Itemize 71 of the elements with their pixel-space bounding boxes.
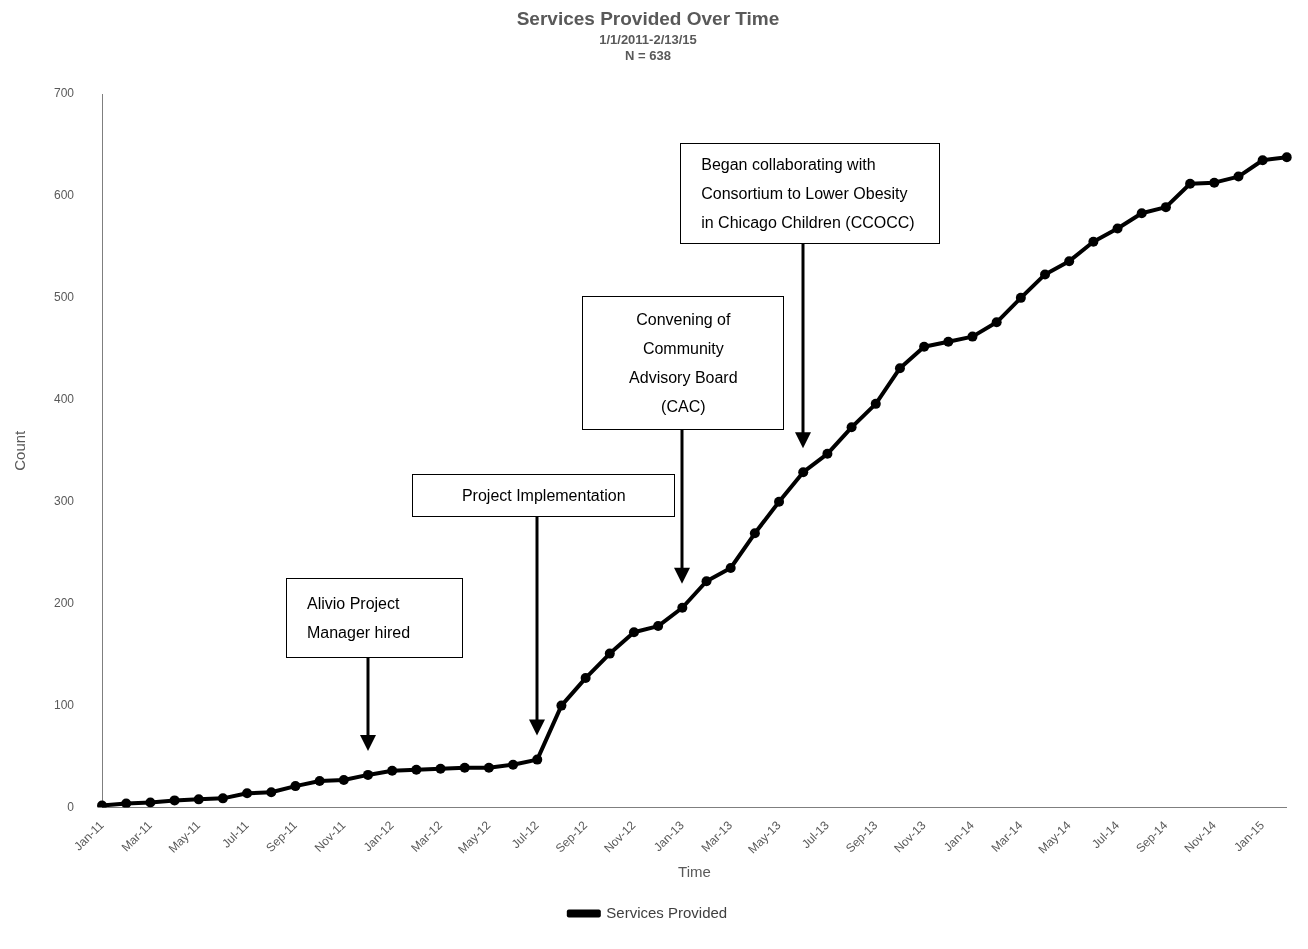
point <box>435 763 446 774</box>
point <box>1160 202 1171 213</box>
point <box>387 765 398 776</box>
legend-label: Services Provided <box>606 903 728 921</box>
point <box>1257 155 1268 166</box>
point <box>1064 256 1075 267</box>
point <box>749 528 760 539</box>
point <box>556 700 567 711</box>
point <box>532 754 543 765</box>
point <box>725 562 736 573</box>
annotation: Began collaborating with Consortium to Lower Obesity in Chicago Children (CCOCC) <box>701 156 915 231</box>
y-tick-label: 400 <box>53 392 75 407</box>
point <box>1112 223 1123 234</box>
chart-subtitle: 1/1/2011-2/13/15 N = 638 <box>599 32 697 63</box>
point <box>459 762 470 773</box>
point <box>919 341 930 352</box>
y-axis-title: Count <box>11 429 29 471</box>
annotation: Project Implementation <box>461 487 626 504</box>
point <box>483 762 494 773</box>
point <box>628 627 639 638</box>
point <box>169 795 180 806</box>
y-tick-label: 700 <box>53 86 75 101</box>
y-tick-label: 500 <box>53 290 75 305</box>
point <box>894 363 905 374</box>
x-axis-title: Time <box>678 863 711 881</box>
point <box>242 788 253 799</box>
annotation: Alivio Project Manager hired <box>306 595 411 641</box>
y-tick-label: 0 <box>67 799 75 814</box>
y-tick-label: 300 <box>53 494 75 509</box>
y-tick-label: 600 <box>53 188 75 203</box>
point <box>580 673 591 684</box>
point <box>701 576 712 587</box>
point <box>1136 208 1147 219</box>
point <box>97 800 108 808</box>
point <box>266 787 277 798</box>
callout-box: Began collaborating with Consortium to Lower Obesity in Chicago Children (CCOCC) <box>680 143 941 244</box>
point <box>217 793 228 804</box>
point <box>193 794 204 805</box>
point <box>1088 236 1099 247</box>
chart-title: Services Provided Over Time <box>516 7 780 29</box>
point <box>774 496 785 507</box>
point <box>677 602 688 613</box>
point <box>1281 152 1292 163</box>
point <box>508 759 519 770</box>
callout-box: Convening of Community Advisory Board (CAC) <box>582 296 785 430</box>
point <box>846 422 857 433</box>
point <box>798 467 809 478</box>
point <box>870 398 881 409</box>
point <box>967 331 978 342</box>
callout-box: Project Implementation <box>412 474 676 517</box>
point <box>1185 178 1196 189</box>
annotation: Convening of Community Advisory Board (CAC) <box>629 311 738 415</box>
callout-box: Alivio Project Manager hired <box>286 578 463 658</box>
y-tick-label: 200 <box>53 595 75 610</box>
point <box>121 798 132 808</box>
point <box>1233 171 1244 182</box>
point <box>653 621 664 632</box>
point <box>822 448 833 459</box>
point <box>1209 177 1220 188</box>
point <box>314 776 325 787</box>
point <box>943 336 954 347</box>
point <box>145 797 156 808</box>
point <box>290 781 301 792</box>
y-tick-label: 100 <box>53 697 75 712</box>
point <box>363 769 373 780</box>
point <box>338 775 349 785</box>
point <box>991 317 1002 328</box>
point <box>1040 269 1051 280</box>
point <box>1015 292 1026 303</box>
point <box>604 648 615 659</box>
point <box>411 764 422 775</box>
